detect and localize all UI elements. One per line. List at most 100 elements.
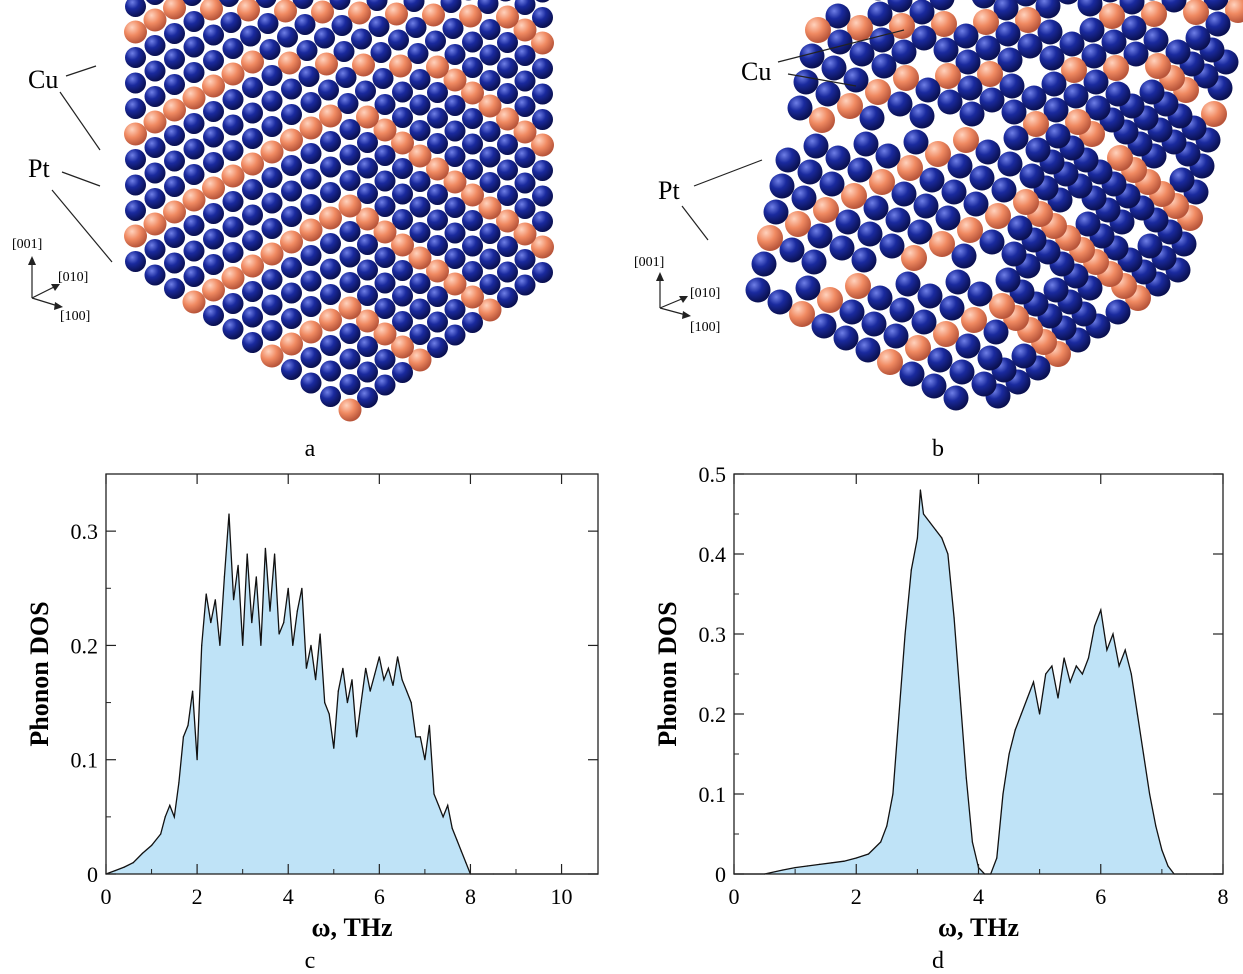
cu-atom xyxy=(338,296,362,320)
pt-atom xyxy=(497,185,518,206)
pt-atom xyxy=(292,0,314,9)
pt-atom xyxy=(979,87,1005,113)
pt-atom xyxy=(281,282,302,304)
pt-atom xyxy=(339,170,361,191)
dos-data-point xyxy=(228,513,230,515)
pt-atom xyxy=(409,324,431,345)
pt-atom xyxy=(799,43,825,69)
pt-atom xyxy=(1137,233,1163,259)
y-tick-label: 0.1 xyxy=(699,782,727,807)
pt-atom xyxy=(825,3,851,29)
pt-atom xyxy=(479,146,501,168)
pt-atom xyxy=(532,211,553,232)
y-tick-label: 0 xyxy=(87,862,98,887)
pt-atom xyxy=(366,0,388,11)
crystal-render-a: Cu Pt [001] [010] [100] a xyxy=(12,0,554,460)
pt-atom xyxy=(1035,0,1061,19)
cu-atom xyxy=(985,203,1011,229)
pt-atom xyxy=(997,47,1023,73)
cu-atom xyxy=(426,55,449,79)
cu-atom xyxy=(385,2,408,26)
leader-pt-b2 xyxy=(681,205,709,241)
cu-atom xyxy=(408,144,432,168)
pt-atom xyxy=(1105,299,1131,325)
pt-atom xyxy=(427,311,448,333)
pt-atom xyxy=(787,95,813,121)
pt-atom xyxy=(261,65,283,86)
caption-d: d xyxy=(932,948,944,974)
pt-atom xyxy=(855,337,881,363)
pt-atom xyxy=(144,60,166,82)
cu-atom xyxy=(143,110,167,134)
pt-atom xyxy=(357,259,378,281)
pt-atom xyxy=(532,58,553,79)
cu-atom xyxy=(809,107,835,133)
y-tick-label: 0.1 xyxy=(71,748,99,773)
pt-atom xyxy=(953,23,979,49)
x-tick-label: 0 xyxy=(101,884,112,909)
dos-data-point xyxy=(782,869,784,871)
cu-atom xyxy=(280,128,303,152)
dos-data-point xyxy=(328,713,330,715)
pt-atom xyxy=(357,132,378,153)
pt-atom xyxy=(125,149,146,170)
cu-atom xyxy=(338,398,362,422)
dos-data-point xyxy=(296,610,298,612)
dos-data-point xyxy=(438,804,440,806)
dos-data-point xyxy=(406,690,408,692)
cu-atom xyxy=(299,116,323,140)
pt-atom xyxy=(1045,123,1071,149)
pt-atom xyxy=(374,374,396,396)
pt-atom xyxy=(339,323,361,344)
label-cu-b: Cu xyxy=(741,57,771,86)
cu-atom xyxy=(373,322,397,346)
dos-series-line xyxy=(734,489,1223,875)
pt-atom xyxy=(991,177,1017,203)
pt-atom xyxy=(851,247,877,273)
pt-atom xyxy=(339,221,361,242)
dos-data-point xyxy=(319,633,321,635)
pt-atom xyxy=(183,164,205,185)
pt-atom xyxy=(335,67,357,88)
dos-data-point xyxy=(292,644,294,646)
pt-atom xyxy=(497,57,518,79)
cu-atom xyxy=(163,0,186,20)
x-tick-label: 4 xyxy=(283,884,294,909)
pt-atom xyxy=(300,347,322,368)
pt-atom xyxy=(1017,33,1043,59)
pt-atom xyxy=(1001,99,1027,125)
dos-data-point xyxy=(401,679,403,681)
pt-atom xyxy=(532,185,553,207)
dos-data-point xyxy=(246,553,248,555)
pt-atom xyxy=(392,81,413,103)
pt-atom xyxy=(935,205,961,231)
dos-data-point xyxy=(305,667,307,669)
pt-atom xyxy=(164,74,185,95)
leader-cu-a2 xyxy=(59,91,101,151)
dos-data-point xyxy=(794,867,796,869)
pt-atom xyxy=(368,16,390,37)
dos-data-point xyxy=(196,759,198,761)
cu-atom xyxy=(163,98,186,122)
dos-data-point xyxy=(315,679,317,681)
dos-data-point xyxy=(941,537,943,539)
axis-z-b: [001] xyxy=(634,255,664,270)
cu-atom xyxy=(299,218,323,242)
y-axis-label-d: Phonon DOS xyxy=(653,601,682,746)
pt-atom xyxy=(320,131,341,152)
pt-atom xyxy=(477,0,499,14)
dos-data-point xyxy=(1008,753,1010,755)
pt-atom xyxy=(300,372,322,394)
pt-atom xyxy=(203,305,224,326)
cu-atom xyxy=(299,320,323,344)
pt-atom xyxy=(125,174,146,196)
axis-y-a: [010] xyxy=(58,270,88,285)
cu-atom xyxy=(391,335,414,359)
pt-atom xyxy=(300,296,322,317)
x-tick-label: 10 xyxy=(551,884,573,909)
dos-data-point xyxy=(251,622,253,624)
pt-atom xyxy=(298,66,320,87)
pt-atom xyxy=(1043,97,1069,123)
pt-atom xyxy=(875,143,901,169)
pt-atom xyxy=(444,222,466,244)
